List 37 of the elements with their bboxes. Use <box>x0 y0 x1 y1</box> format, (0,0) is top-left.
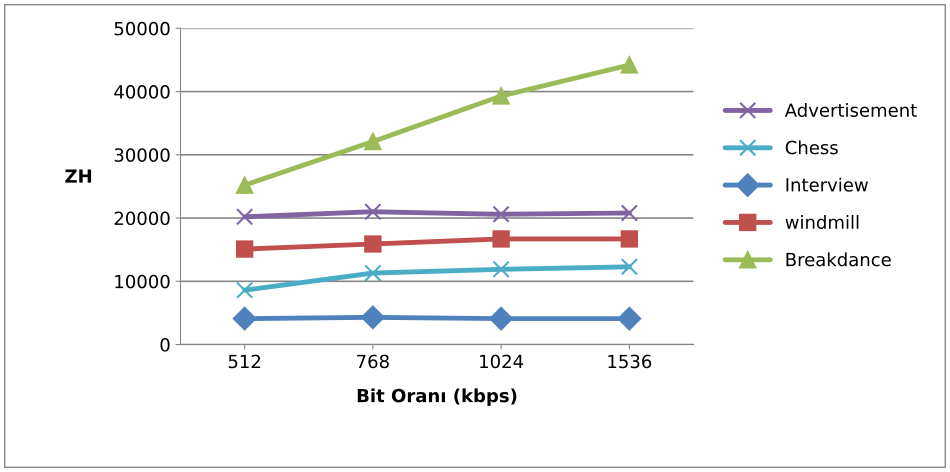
legend-label: Interview <box>786 178 868 192</box>
legend-label: Chess <box>786 140 838 154</box>
y-tick-label: 50000 <box>114 22 170 36</box>
y-tick-label: 0 <box>160 338 170 352</box>
y-tick-label: 40000 <box>114 85 170 99</box>
x-tick-label: 1024 <box>480 354 524 368</box>
y-tick-label: 30000 <box>114 148 170 162</box>
point <box>364 203 382 220</box>
point <box>236 208 254 226</box>
point <box>620 230 638 248</box>
x-tick-label: 768 <box>357 354 389 368</box>
point <box>620 204 638 222</box>
legend-label: Advertisement <box>784 103 917 118</box>
point <box>364 264 382 282</box>
point <box>492 87 510 105</box>
y-tick-label: 20000 <box>114 212 170 226</box>
point <box>232 306 256 330</box>
point <box>364 132 382 150</box>
point <box>492 206 510 223</box>
x-tick-label: 512 <box>228 354 260 368</box>
point <box>236 240 254 258</box>
y-axis-title: ZH <box>65 170 92 183</box>
point <box>618 306 642 330</box>
legend-label: windmill <box>785 215 858 230</box>
y-tick-label: 10000 <box>115 274 170 288</box>
point <box>361 306 385 330</box>
point <box>236 176 254 194</box>
point <box>489 306 513 330</box>
point <box>364 235 382 253</box>
point <box>236 281 254 299</box>
x-tick-label: 1536 <box>608 354 652 368</box>
legend-label: Breakdance <box>786 252 891 266</box>
point <box>620 56 638 74</box>
x-axis-title: Bit Oranı (kbps) <box>358 388 516 406</box>
point <box>492 230 510 248</box>
point <box>620 258 638 276</box>
point <box>492 260 510 278</box>
